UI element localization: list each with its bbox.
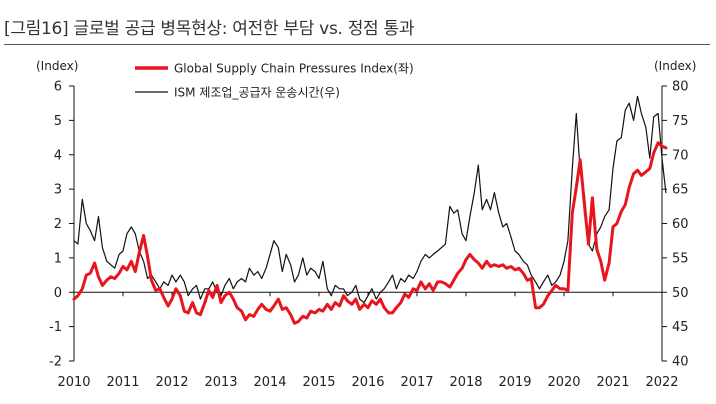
x-axis: 2010 2011 2012 2013 2014 2015 2016 2017 2018 2019… [57, 291, 679, 390]
left-tick-label: -1 [49, 320, 62, 335]
left-tick-label: 5 [54, 114, 62, 129]
title-divider [4, 44, 710, 45]
series-line-ism-delivery [73, 95, 667, 304]
x-tick-label: 2011 [106, 375, 139, 390]
left-tick-label: 4 [54, 148, 62, 163]
legend-label: ISM 제조업_공급자 운송시간(우) [174, 86, 340, 100]
x-tick-label: 2018 [449, 375, 482, 390]
left-tick-label: 3 [54, 183, 62, 198]
legend: Global Supply Chain Pressures Index(좌) IS… [135, 62, 414, 100]
left-tick-label: 1 [54, 251, 62, 266]
series-line-gscpi [72, 141, 668, 325]
chart-title: [그림16] 글로벌 공급 병목현상: 여전한 부담 vs. 정점 통과 [4, 19, 415, 39]
right-tick-label: 50 [672, 286, 689, 301]
left-tick-label: 0 [54, 286, 62, 301]
x-tick-label: 2022 [645, 375, 678, 390]
right-tick-label: 45 [672, 320, 689, 335]
right-axis: 40 45 50 55 60 65 70 75 80 [661, 80, 689, 370]
x-tick-label: 2021 [596, 375, 629, 390]
left-axis: -2 -1 0 1 2 3 4 5 6 [49, 80, 75, 370]
x-tick-label: 2012 [155, 375, 188, 390]
right-tick-label: 65 [672, 183, 689, 198]
right-axis-label: (Index) [654, 59, 696, 73]
right-tick-label: 55 [672, 251, 689, 266]
x-tick-label: 2015 [302, 375, 335, 390]
right-tick-label: 40 [672, 355, 689, 370]
x-tick-label: 2020 [547, 375, 580, 390]
x-tick-label: 2019 [498, 375, 531, 390]
right-tick-label: 75 [672, 114, 689, 129]
series-lines [72, 95, 668, 325]
left-tick-label: 2 [54, 217, 62, 232]
x-tick-label: 2014 [253, 375, 286, 390]
x-tick-label: 2017 [400, 375, 433, 390]
x-tick-label: 2013 [204, 375, 237, 390]
legend-label: Global Supply Chain Pressures Index(좌) [174, 62, 414, 76]
left-tick-label: -2 [49, 355, 62, 370]
right-tick-label: 70 [672, 148, 689, 163]
x-tick-label: 2010 [57, 375, 90, 390]
left-tick-label: 6 [54, 80, 62, 95]
right-tick-label: 80 [672, 80, 689, 95]
left-axis-label: (Index) [36, 59, 78, 73]
x-tick-label: 2016 [351, 375, 384, 390]
right-tick-label: 60 [672, 217, 689, 232]
